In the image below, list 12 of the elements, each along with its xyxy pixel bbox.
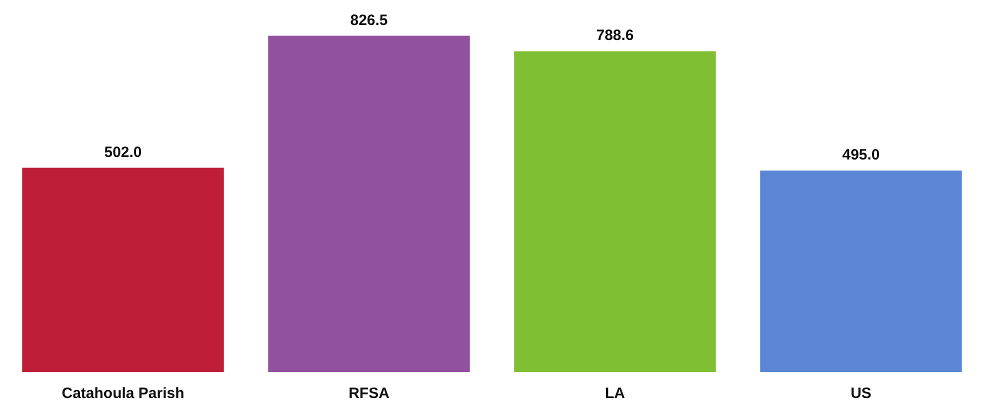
bar [514, 51, 716, 372]
bar [268, 36, 470, 372]
x-tick-label: LA [605, 385, 626, 402]
data-label: 495.0 [842, 146, 880, 164]
x-tick-label: RFSA [348, 385, 390, 402]
bar [22, 168, 224, 372]
x-tick-label: US [850, 385, 872, 402]
bar [760, 170, 962, 372]
data-label: 788.6 [596, 27, 634, 44]
data-label: 826.5 [350, 12, 388, 29]
x-tick-label: Catahoula Parish [62, 385, 184, 402]
data-label: 502.0 [104, 144, 142, 161]
